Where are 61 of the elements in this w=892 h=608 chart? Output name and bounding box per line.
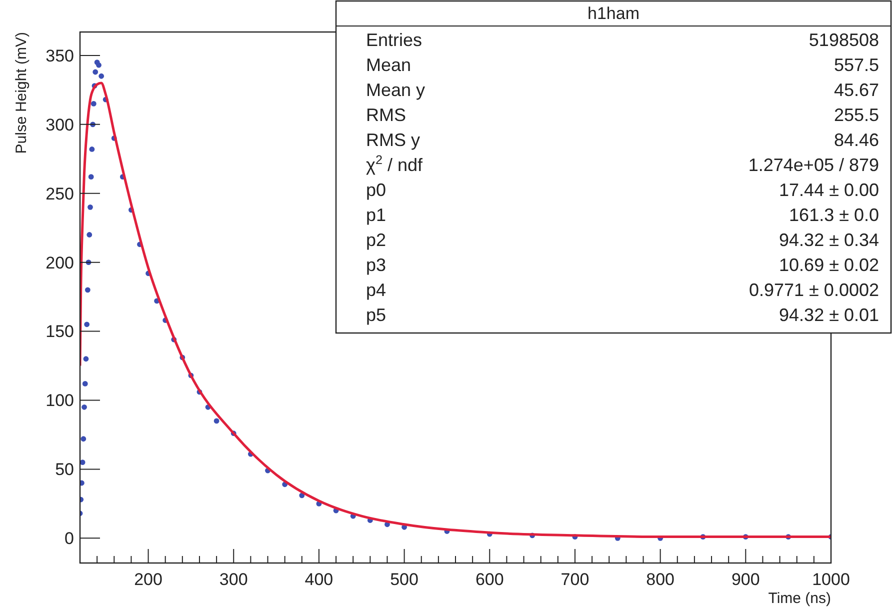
x-tick-label: 700 (560, 570, 590, 589)
annotation: p3 (366, 255, 386, 275)
point (88, 174, 94, 180)
x-tick-label: 200 (134, 570, 162, 589)
point (92, 69, 98, 75)
point (88, 204, 93, 210)
annotation: Entries (366, 30, 422, 50)
point (89, 146, 95, 152)
point (214, 418, 220, 424)
y-tick-label: 0 (64, 529, 74, 548)
point (98, 73, 104, 79)
annotation: p5 (366, 305, 386, 325)
annotation: RMS (366, 105, 406, 125)
x-tick-label: 800 (646, 570, 675, 589)
point (84, 322, 90, 328)
y-tick-label: 50 (55, 460, 74, 480)
point (80, 436, 86, 442)
text: 557.5 (834, 55, 879, 75)
y-tick-label: 250 (46, 184, 74, 204)
point (90, 101, 96, 106)
point (86, 232, 92, 238)
annotation: χ$^{2}$ / ndf (366, 153, 424, 175)
annotation: p1 (366, 205, 386, 225)
text: 255.5 (834, 105, 879, 125)
y-tick-label: 300 (46, 115, 74, 134)
annotation: 94.32 ± 0.34 (779, 230, 879, 250)
point (80, 460, 86, 466)
annotation: 94.32 ± 0.01 (779, 305, 879, 325)
annotation: 1.274e+05 / 879 (748, 155, 879, 175)
y-tick-label: 150 (46, 322, 74, 342)
annotation: 5198508 (808, 30, 879, 50)
y-axis-title: Pulse Height (mV) (13, 32, 30, 154)
y-tick-label: 350 (46, 46, 74, 66)
annotation: 161.3 ± 0.0 (789, 205, 879, 225)
x-tick-label: 500 (390, 570, 418, 589)
annotation: 10.69 ± 0.02 (779, 255, 879, 275)
point (84, 287, 90, 293)
y-tick-label: 200 (46, 253, 74, 272)
text: h1ham (588, 4, 640, 23)
x-tick-label: 900 (731, 570, 760, 589)
annotation: 0.9771 ± 0.0002 (749, 280, 879, 300)
point (82, 404, 87, 410)
x-tick-label: 400 (304, 570, 334, 589)
text: 45.67 (834, 80, 879, 100)
y-tick-label: 100 (46, 391, 74, 410)
x-tick-label: 1000 (812, 570, 850, 589)
annotation: p4 (366, 280, 386, 300)
point (80, 480, 84, 486)
point (96, 62, 102, 68)
x-tick-label: 600 (475, 570, 504, 589)
annotation: 17.44 ± 0.00 (779, 180, 879, 200)
x-axis-title: Time (ns) (768, 590, 831, 607)
text: 84.46 (834, 130, 879, 150)
x-tick-label: 300 (219, 570, 248, 589)
annotation: p0 (366, 180, 386, 200)
annotation: Mean y (366, 80, 426, 100)
point (82, 381, 88, 386)
point (83, 356, 89, 362)
annotation: RMS y (366, 130, 420, 150)
annotation: Mean (366, 55, 412, 75)
annotation: p2 (366, 230, 386, 250)
